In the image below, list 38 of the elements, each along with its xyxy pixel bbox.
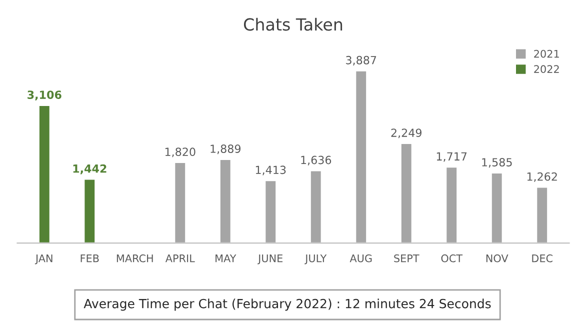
data-label: 3,106 xyxy=(28,90,62,100)
bar xyxy=(445,166,458,244)
x-tick-label: JUNE xyxy=(258,254,282,264)
text: Average Time per Chat (February 2022) : 12 minutes 24 Seconds xyxy=(84,298,491,311)
data-label: 2,249 xyxy=(391,128,422,138)
x-tick-label: NOV xyxy=(486,254,508,262)
bar xyxy=(536,186,548,244)
bar xyxy=(83,178,96,244)
data-label: 3,887 xyxy=(346,56,376,66)
x-tick-label: SEPT xyxy=(394,254,420,262)
bar xyxy=(490,172,504,244)
chart-title: Chats Taken xyxy=(244,18,342,31)
legend-label: 2021 xyxy=(534,50,559,58)
data-label: 1,262 xyxy=(527,172,557,182)
x-tick-label: MAY xyxy=(216,254,236,262)
x-tick-label: OCT xyxy=(441,254,463,262)
bar xyxy=(219,158,232,244)
data-label: 1,413 xyxy=(256,166,286,176)
x-tick-label: APRIL xyxy=(165,254,195,262)
bar xyxy=(400,142,413,244)
data-label: 1,820 xyxy=(165,148,196,158)
x-tick-label: JULY xyxy=(304,254,327,264)
bar xyxy=(264,180,277,244)
data-label: 1,717 xyxy=(436,152,467,162)
data-label: 1,889 xyxy=(210,144,241,154)
data-label: 1,442 xyxy=(73,164,106,174)
data-label: 1,636 xyxy=(301,156,332,166)
data-label: 1,585 xyxy=(482,158,512,168)
bar xyxy=(174,162,186,244)
x-tick-label: JAN xyxy=(34,254,52,264)
x-tick-label: AUG xyxy=(350,254,372,262)
bar xyxy=(354,70,368,244)
bar xyxy=(310,170,322,244)
x-tick-label: FEB xyxy=(80,254,99,262)
legend-label: 2022 xyxy=(534,65,559,74)
x-tick-label: MARCH xyxy=(116,254,153,262)
x-tick-label: DEC xyxy=(532,254,552,262)
bar xyxy=(38,104,51,244)
